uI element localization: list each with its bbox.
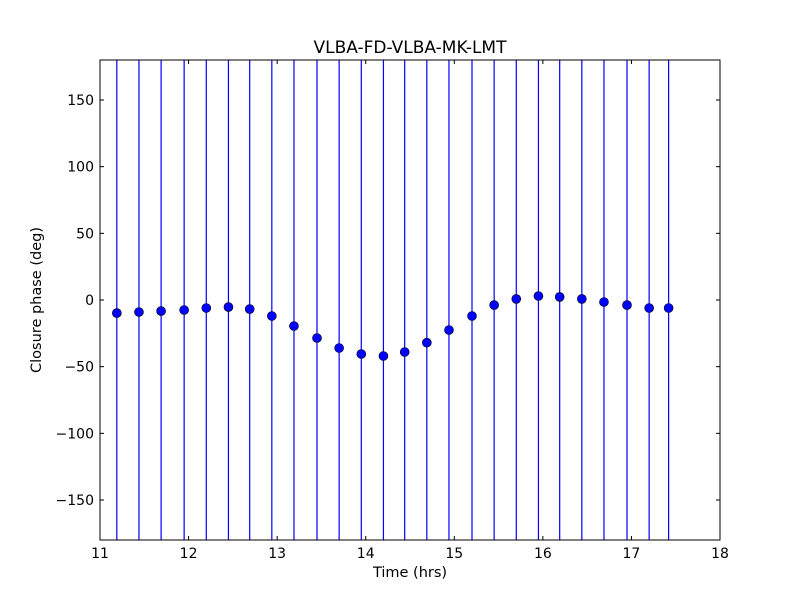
data-point-6 <box>244 304 255 314</box>
x-tick-label-0: 11 <box>91 546 109 562</box>
data-point-16 <box>467 311 477 321</box>
axis-ticks: 11 12 13 14 15 16 17 18 −150 −100 −50 0 50 100 150 <box>56 60 729 562</box>
data-point-22 <box>599 297 609 307</box>
data-point-15 <box>444 325 454 335</box>
x-axis-label: Time (hrs) <box>372 565 447 581</box>
data-point-13 <box>399 347 410 357</box>
data-point-23 <box>622 300 632 310</box>
x-tick-label-3: 14 <box>357 546 375 562</box>
x-tick-label-7: 18 <box>711 546 729 562</box>
data-point-17 <box>489 300 499 310</box>
data-point-25 <box>663 303 674 313</box>
data-point-20 <box>554 292 565 302</box>
data-point-18 <box>511 294 522 304</box>
data-point-1 <box>134 307 144 317</box>
data-point-12 <box>378 351 389 361</box>
y-tick-label-4: 50 <box>76 226 94 242</box>
x-tick-label-6: 17 <box>623 546 641 562</box>
data-point-3 <box>179 305 189 315</box>
data-point-4 <box>201 303 212 313</box>
data-point-7 <box>267 311 277 321</box>
data-point-9 <box>312 333 322 343</box>
data-point-8 <box>289 321 299 331</box>
x-tick-label-2: 13 <box>268 546 286 562</box>
data-point-24 <box>644 303 654 313</box>
data-point-14 <box>422 337 432 348</box>
y-tick-label-3: 0 <box>85 293 94 309</box>
data-point-0 <box>112 308 122 318</box>
data-point-5 <box>223 302 234 312</box>
y-axis-label: Closure phase (deg) <box>29 227 45 373</box>
data-point-19 <box>533 291 544 301</box>
data-points <box>112 291 674 361</box>
chart-title: VLBA-FD-VLBA-MK-LMT <box>313 38 507 58</box>
y-tick-label-5: 100 <box>67 160 94 176</box>
y-tick-label-0: −150 <box>56 493 94 509</box>
x-tick-label-1: 12 <box>180 546 198 562</box>
data-point-10 <box>334 343 344 353</box>
errorbars <box>116 60 670 540</box>
data-point-11 <box>356 349 367 359</box>
y-tick-label-2: −50 <box>64 360 94 376</box>
data-point-21 <box>577 294 587 304</box>
y-tick-label-6: 150 <box>67 93 94 109</box>
x-tick-label-4: 15 <box>445 546 463 562</box>
data-point-2 <box>156 306 166 316</box>
x-tick-label-5: 16 <box>534 546 552 562</box>
y-tick-label-1: −100 <box>56 426 94 442</box>
